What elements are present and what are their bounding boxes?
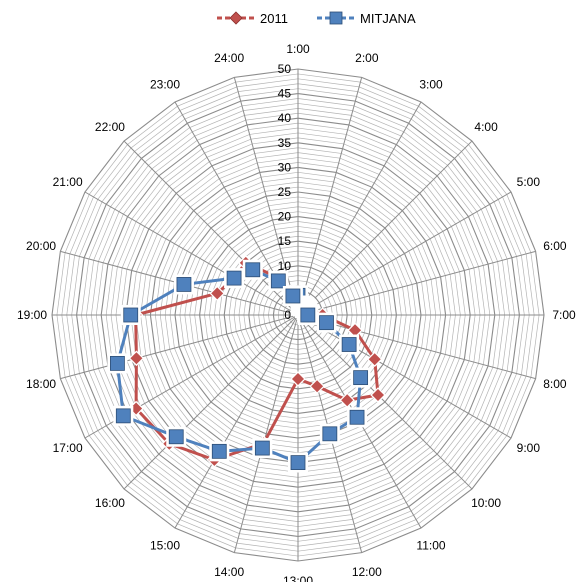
grid-spoke [174,314,299,529]
grid-spoke [297,77,363,316]
category-label: 20:00 [26,239,56,253]
category-label: 2:00 [355,51,379,65]
legend: 2011 MITJANA [0,8,582,28]
data-point-mitjana[interactable] [245,262,261,278]
data-point-mitjana[interactable] [319,315,334,331]
category-label: 8:00 [543,377,567,391]
data-point-mitjana[interactable] [300,307,316,323]
data-point-mitjana[interactable] [341,337,357,352]
grid-spoke [297,140,473,316]
data-point-mitjana[interactable] [110,355,125,371]
data-point-2011[interactable] [366,351,383,368]
grid-spoke [84,191,299,316]
data-point-2011[interactable] [128,350,145,367]
data-point-mitjana[interactable] [226,270,242,286]
category-label: 11:00 [416,538,445,552]
category-label: 5:00 [517,175,541,189]
data-point-2011[interactable] [370,387,386,403]
data-point-mitjana[interactable] [290,455,306,471]
grid-spoke [297,101,422,316]
data-point-mitjana[interactable] [211,443,227,459]
radial-tick-label: 40 [278,111,292,125]
data-point-mitjana[interactable] [176,277,192,292]
data-point-mitjana[interactable] [353,370,369,386]
square-marker-icon [317,11,355,25]
category-label: 16:00 [95,496,125,510]
radial-tick-label: 15 [278,234,292,248]
radial-tick-label: 0 [284,308,291,322]
data-point-2011[interactable] [209,285,225,302]
data-point-mitjana[interactable] [123,307,139,323]
category-label: 18:00 [26,377,56,391]
data-point-mitjana[interactable] [168,429,184,445]
grid-spoke [233,314,299,553]
grid-spoke [297,250,536,316]
grid-spoke [297,314,536,380]
category-label: 10:00 [471,496,501,510]
data-point-mitjana[interactable] [322,426,338,442]
legend-item-2011[interactable]: 2011 [216,8,288,28]
radial-tick-label: 35 [278,136,292,150]
radial-tick-label: 20 [278,210,292,224]
grid-spoke [297,314,473,490]
data-point-2011[interactable] [339,392,355,408]
category-label: 17:00 [53,441,83,455]
legend-item-mitjana[interactable]: MITJANA [316,8,416,28]
data-point-mitjana[interactable] [285,288,301,304]
category-label: 3:00 [419,78,443,92]
data-point-mitjana[interactable] [270,273,286,289]
category-label: 19:00 [17,308,47,322]
data-point-mitjana[interactable] [254,440,270,456]
grid-spoke [123,314,299,490]
radial-tick-label: 10 [278,259,292,273]
category-label: 7:00 [552,308,576,322]
category-label: 15:00 [150,538,180,552]
diamond-marker-icon [217,11,255,25]
category-label: 22:00 [95,120,125,134]
grid-spoke [60,314,299,380]
category-label: 9:00 [517,441,541,455]
category-label: 21:00 [53,175,83,189]
category-label: 14:00 [214,565,244,579]
legend-label-mitjana: MITJANA [360,10,416,26]
category-label: 24:00 [214,51,244,65]
grid-spoke [297,314,512,439]
data-point-2011[interactable] [290,371,306,387]
radial-tick-label: 25 [278,185,292,199]
category-label: 1:00 [286,42,310,56]
data-point-mitjana[interactable] [349,409,365,425]
grid-spoke [297,191,512,316]
radial-tick-label: 45 [278,87,292,101]
category-label: 23:00 [150,78,180,92]
category-label: 13:00 [283,574,313,582]
data-point-2011[interactable] [309,378,325,395]
data-point-mitjana[interactable] [115,408,131,424]
radial-tick-label: 30 [278,160,292,174]
radial-tick-label: 50 [278,62,292,76]
category-label: 12:00 [352,565,382,579]
category-label: 4:00 [474,120,498,134]
legend-label-2011: 2011 [260,10,288,26]
category-label: 6:00 [543,239,567,253]
